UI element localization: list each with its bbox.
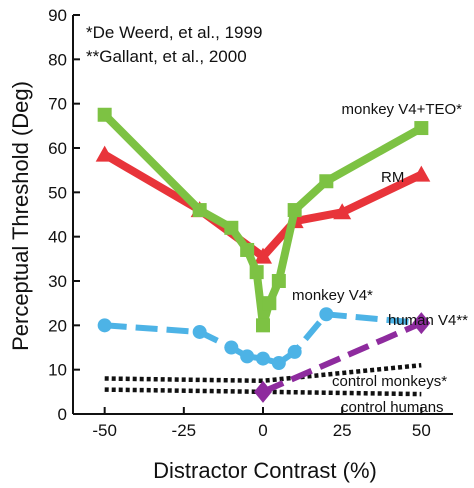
series-label-control-humans: control humans [341, 399, 444, 416]
data-point-rm [412, 165, 431, 182]
data-point-monkey-v4 [224, 340, 239, 355]
y-tick-label: 90 [48, 6, 67, 25]
data-point-monkey-v4 [192, 324, 207, 339]
series-line-monkey-v4-teo [101, 111, 424, 330]
series-label-control-monkeys: control monkeys* [332, 373, 447, 390]
x-tick-label: -50 [92, 421, 117, 440]
data-point-monkey-v4-teo [414, 121, 429, 136]
annotation-de-weerd: *De Weerd, et al., 1999 [86, 23, 262, 42]
x-axis-title: Distractor Contrast (%) [153, 458, 377, 483]
data-point-monkey-v4 [271, 356, 286, 371]
data-point-monkey-v4 [287, 344, 302, 359]
data-point-monkey-v4-teo [240, 242, 255, 257]
y-axis-title: Perceptual Threshold (Deg) [8, 81, 33, 351]
data-point-monkey-v4-teo [287, 203, 302, 218]
data-point-monkey-v4-teo [319, 174, 334, 189]
x-tick-label: 25 [333, 421, 352, 440]
series-label-monkey-v4-teo: monkey V4+TEO* [342, 101, 463, 118]
x-tick-label: 50 [412, 421, 431, 440]
y-tick-label: 50 [48, 183, 67, 202]
data-point-monkey-v4-teo [192, 203, 207, 218]
y-tick-label: 0 [58, 405, 67, 424]
data-point-monkey-v4 [97, 318, 112, 333]
data-point-human-v4 [254, 380, 272, 403]
y-tick-label: 70 [48, 95, 67, 114]
series-line-rm [102, 151, 424, 261]
data-point-rm [333, 203, 352, 220]
x-tick-label: -25 [172, 421, 197, 440]
data-point-monkey-v4 [240, 349, 255, 364]
y-tick-label: 30 [48, 272, 67, 291]
plot-area [95, 107, 431, 403]
y-tick-label: 10 [48, 361, 67, 380]
data-point-monkey-v4-teo [249, 265, 264, 280]
series-label-human-v4: human V4** [388, 312, 468, 329]
annotation-gallant: **Gallant, et al., 2000 [86, 47, 247, 66]
data-point-monkey-v4-teo [224, 220, 239, 235]
data-point-monkey-v4-teo [271, 274, 286, 288]
series-label-monkey-v4: monkey V4* [292, 287, 373, 304]
y-tick-label: 40 [48, 228, 67, 247]
series-line-control-humans [104, 387, 422, 397]
series-label-rm: RM [381, 169, 404, 186]
y-tick-label: 60 [48, 139, 67, 158]
data-point-human-v4 [412, 312, 431, 335]
series-line-human-v4 [261, 320, 423, 395]
data-point-monkey-v4-teo [256, 318, 270, 333]
y-tick-label: 20 [48, 316, 67, 335]
data-point-rm [254, 247, 272, 264]
data-point-monkey-v4-teo [97, 107, 112, 122]
data-point-monkey-v4 [319, 307, 334, 322]
series-line-control-monkeys [104, 362, 422, 384]
axes: 0 10 20 30 40 50 60 70 80 90 -50 -25 0 25 50 [48, 6, 453, 440]
data-point-monkey-v4-teo [262, 296, 277, 311]
x-tick-label: 0 [258, 421, 267, 440]
data-point-rm [95, 145, 114, 162]
y-tick-label: 80 [48, 50, 67, 69]
data-point-monkey-v4 [256, 351, 270, 366]
